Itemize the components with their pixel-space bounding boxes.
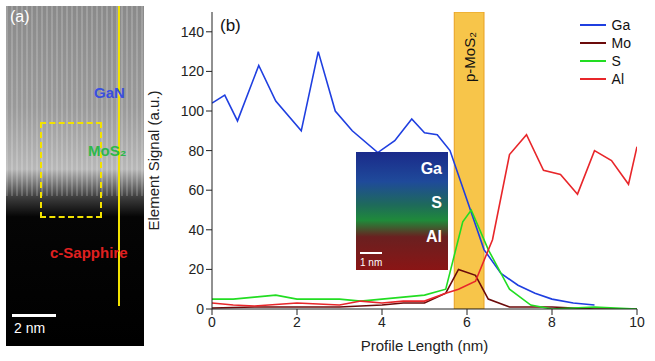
html-text:Ga: Ga: [611, 17, 631, 33]
html-text:Al: Al: [426, 228, 442, 245]
svg-text:40: 40: [188, 222, 204, 238]
html-text:1 nm: 1 nm: [360, 257, 383, 268]
svg-text:Profile Length (nm): Profile Length (nm): [361, 337, 489, 354]
html-text:S: S: [431, 194, 442, 211]
svg-text:10: 10: [629, 314, 645, 330]
html-text:Al: Al: [611, 71, 624, 87]
svg-text:Element Signal (a.u.): Element Signal (a.u.): [146, 90, 162, 230]
svg-text:4: 4: [378, 314, 386, 330]
html-text:GaN: GaN: [94, 84, 125, 101]
html-text:S: S: [611, 53, 621, 69]
svg-text:80: 80: [188, 143, 204, 159]
svg-text:p-MoS₂: p-MoS₂: [461, 32, 478, 82]
svg-text:6: 6: [463, 314, 471, 330]
svg-text:120: 120: [181, 63, 205, 79]
html-text:Ga: Ga: [420, 160, 442, 177]
svg-text:20: 20: [188, 261, 204, 277]
html-text:MoS₂: MoS₂: [88, 142, 127, 159]
svg-text:0: 0: [196, 301, 204, 317]
svg-text:140: 140: [181, 24, 205, 40]
svg-text:60: 60: [188, 182, 204, 198]
html-text:c-Sapphire: c-Sapphire: [50, 244, 128, 261]
html-text:2 nm: 2 nm: [14, 320, 46, 336]
svg-text:2: 2: [293, 314, 301, 330]
svg-text:100: 100: [181, 103, 205, 119]
html-text:(b): (b): [220, 16, 241, 35]
html-text:Mo: Mo: [611, 35, 631, 51]
svg-text:0: 0: [208, 314, 216, 330]
svg-text:8: 8: [548, 314, 556, 330]
html-text:(a): (a): [10, 8, 30, 25]
